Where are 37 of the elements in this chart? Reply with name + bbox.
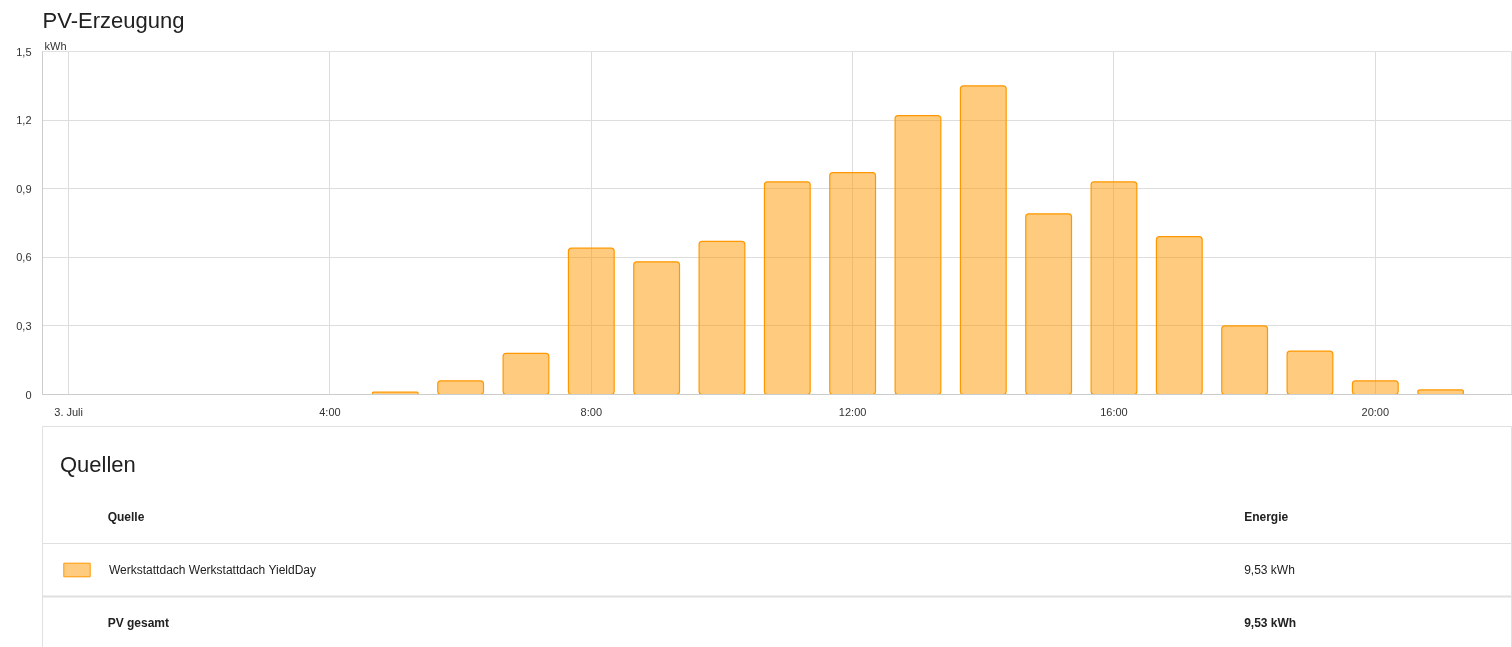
y-tick-label: 1,5 xyxy=(16,45,32,58)
text: PV gesamt xyxy=(107,615,169,630)
bar xyxy=(633,261,681,395)
y-tick-label: 1,2 xyxy=(16,114,32,127)
legend-label: Werkstattdach Werkstattdach YieldDay xyxy=(109,562,316,577)
x-tick-label: 12:00 xyxy=(838,405,867,418)
y-tick-label: 0,6 xyxy=(16,251,32,264)
x-tick-label: 20:00 xyxy=(1361,405,1390,418)
text: 9,53 kWh xyxy=(1244,562,1295,577)
bar xyxy=(959,85,1007,395)
x-tick-label: 16:00 xyxy=(1100,405,1128,418)
chart-title: PV-Erzeugung xyxy=(42,7,185,33)
bar xyxy=(1090,181,1138,395)
y-tick-label: 0,3 xyxy=(16,319,32,332)
bar xyxy=(1025,213,1073,395)
x-tick-label: 4:00 xyxy=(319,405,341,418)
bar xyxy=(829,172,877,395)
bar xyxy=(1221,325,1269,395)
bar xyxy=(763,181,811,395)
text: Energie xyxy=(1244,509,1289,524)
x-tick-label: 3. Juli xyxy=(54,405,84,418)
x-tick-label: 8:00 xyxy=(580,405,603,418)
bar xyxy=(894,114,942,395)
bar xyxy=(502,352,550,395)
text: Quelle xyxy=(107,509,145,524)
bar xyxy=(437,380,485,395)
y-axis-title: kWh xyxy=(44,39,67,52)
y-tick-label: 0,9 xyxy=(16,182,32,195)
text: 9,53 kWh xyxy=(1244,615,1297,630)
y-tick-label: 0 xyxy=(25,388,32,401)
bar xyxy=(1155,236,1203,395)
text: Quellen xyxy=(60,452,136,477)
bar xyxy=(1286,350,1334,395)
bar xyxy=(567,247,615,395)
bar xyxy=(698,240,746,395)
bar xyxy=(1351,380,1399,395)
bar xyxy=(1417,389,1465,395)
